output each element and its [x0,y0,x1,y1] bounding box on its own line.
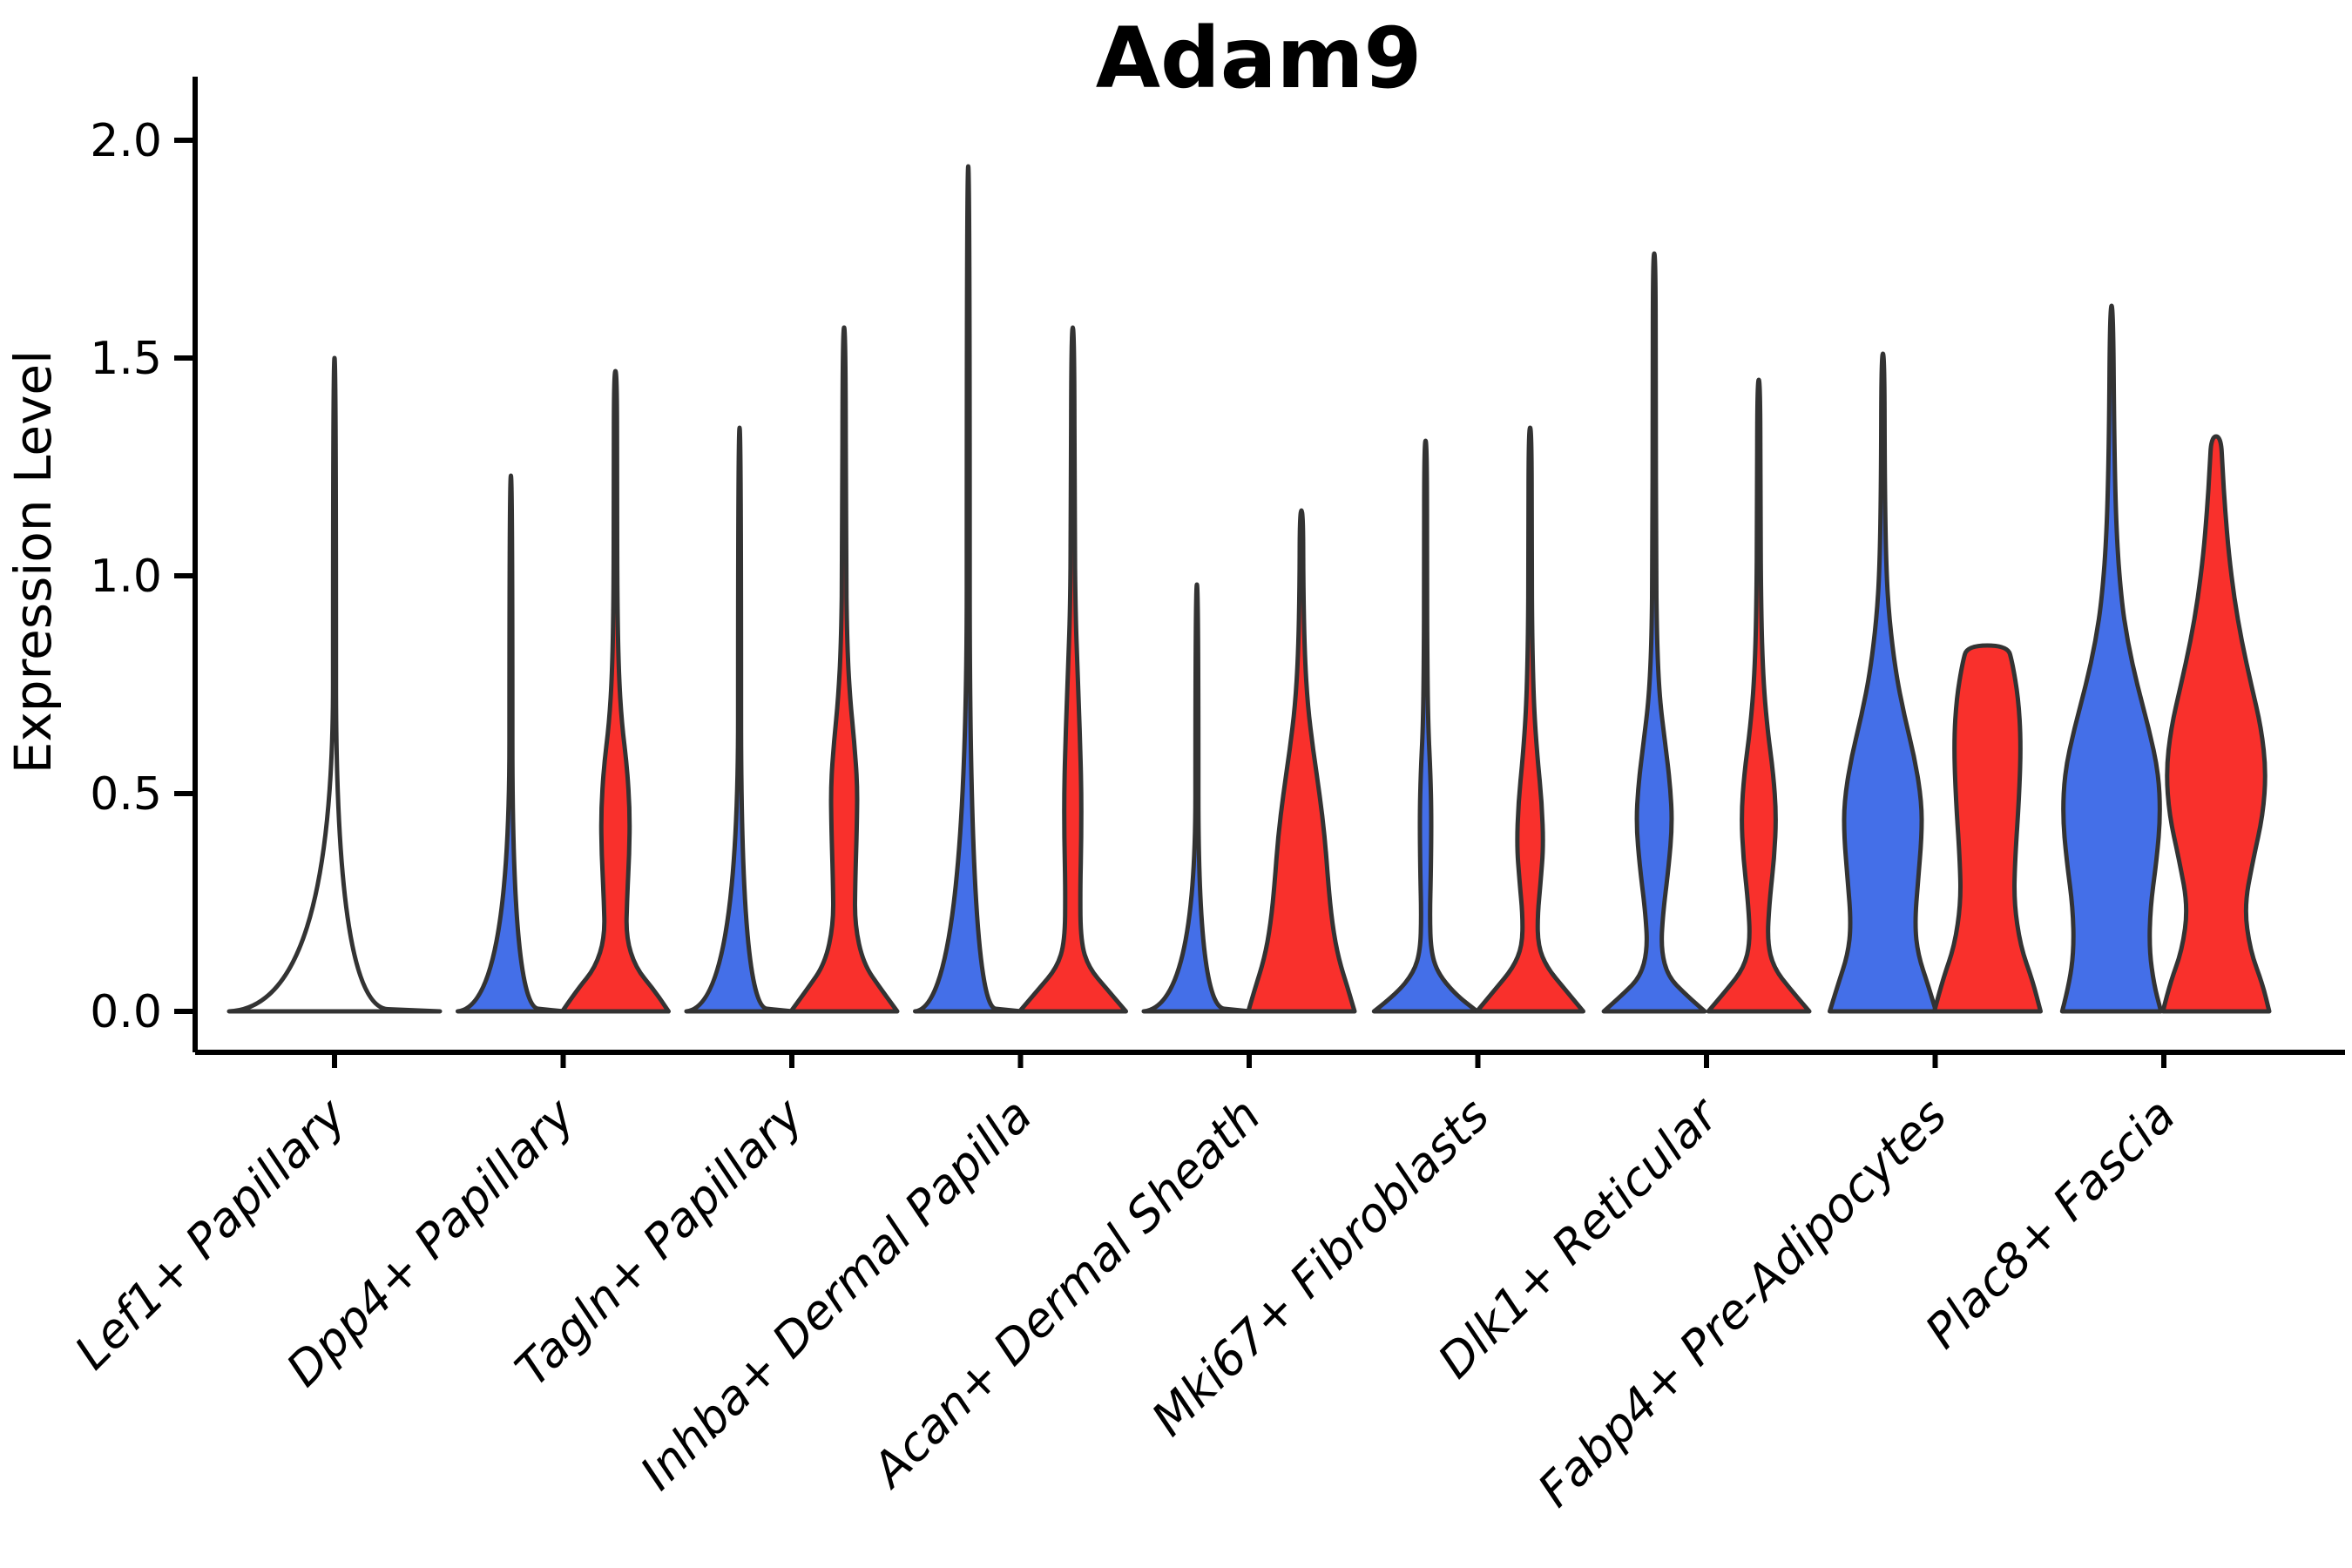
violin-red-8 [2160,434,2272,1014]
violin-blue-4 [1141,582,1253,1014]
y-tick-label: 2.0 [90,115,162,167]
violin-blue-6 [1601,251,1707,1014]
violin-red-1 [560,368,671,1014]
violin-blue-1 [456,473,566,1014]
violin-red-6 [1706,377,1812,1014]
violin-single-0 [226,355,443,1014]
violin-blue-8 [2059,303,2164,1014]
violin-red-3 [1017,325,1128,1014]
x-category-label: Inhba+ Dermal Papilla [630,1088,1043,1501]
y-tick-label: 0.0 [90,986,162,1038]
violin-blue-7 [1828,351,1938,1014]
x-category-label: Acan+ Dermal Sheath [860,1088,1271,1499]
y-axis-label: Expression Level [3,350,63,774]
chart-title: Adam9 [1096,10,1423,107]
y-tick-label: 1.0 [90,551,162,603]
violin-red-4 [1246,508,1357,1014]
violin-red-5 [1475,425,1585,1014]
violin-red-7 [1932,643,2043,1014]
violin-blue-2 [684,425,795,1014]
y-tick-label: 1.5 [90,333,162,385]
violin-blue-3 [913,164,1024,1014]
x-category-label: Fabp4+ Pre-Adipocytes [1527,1088,1957,1517]
violin-blue-5 [1371,438,1480,1014]
x-category-label: Plac8+ Fascia [1915,1088,2186,1359]
y-tick-label: 0.5 [90,768,162,821]
violin-red-2 [788,325,900,1014]
